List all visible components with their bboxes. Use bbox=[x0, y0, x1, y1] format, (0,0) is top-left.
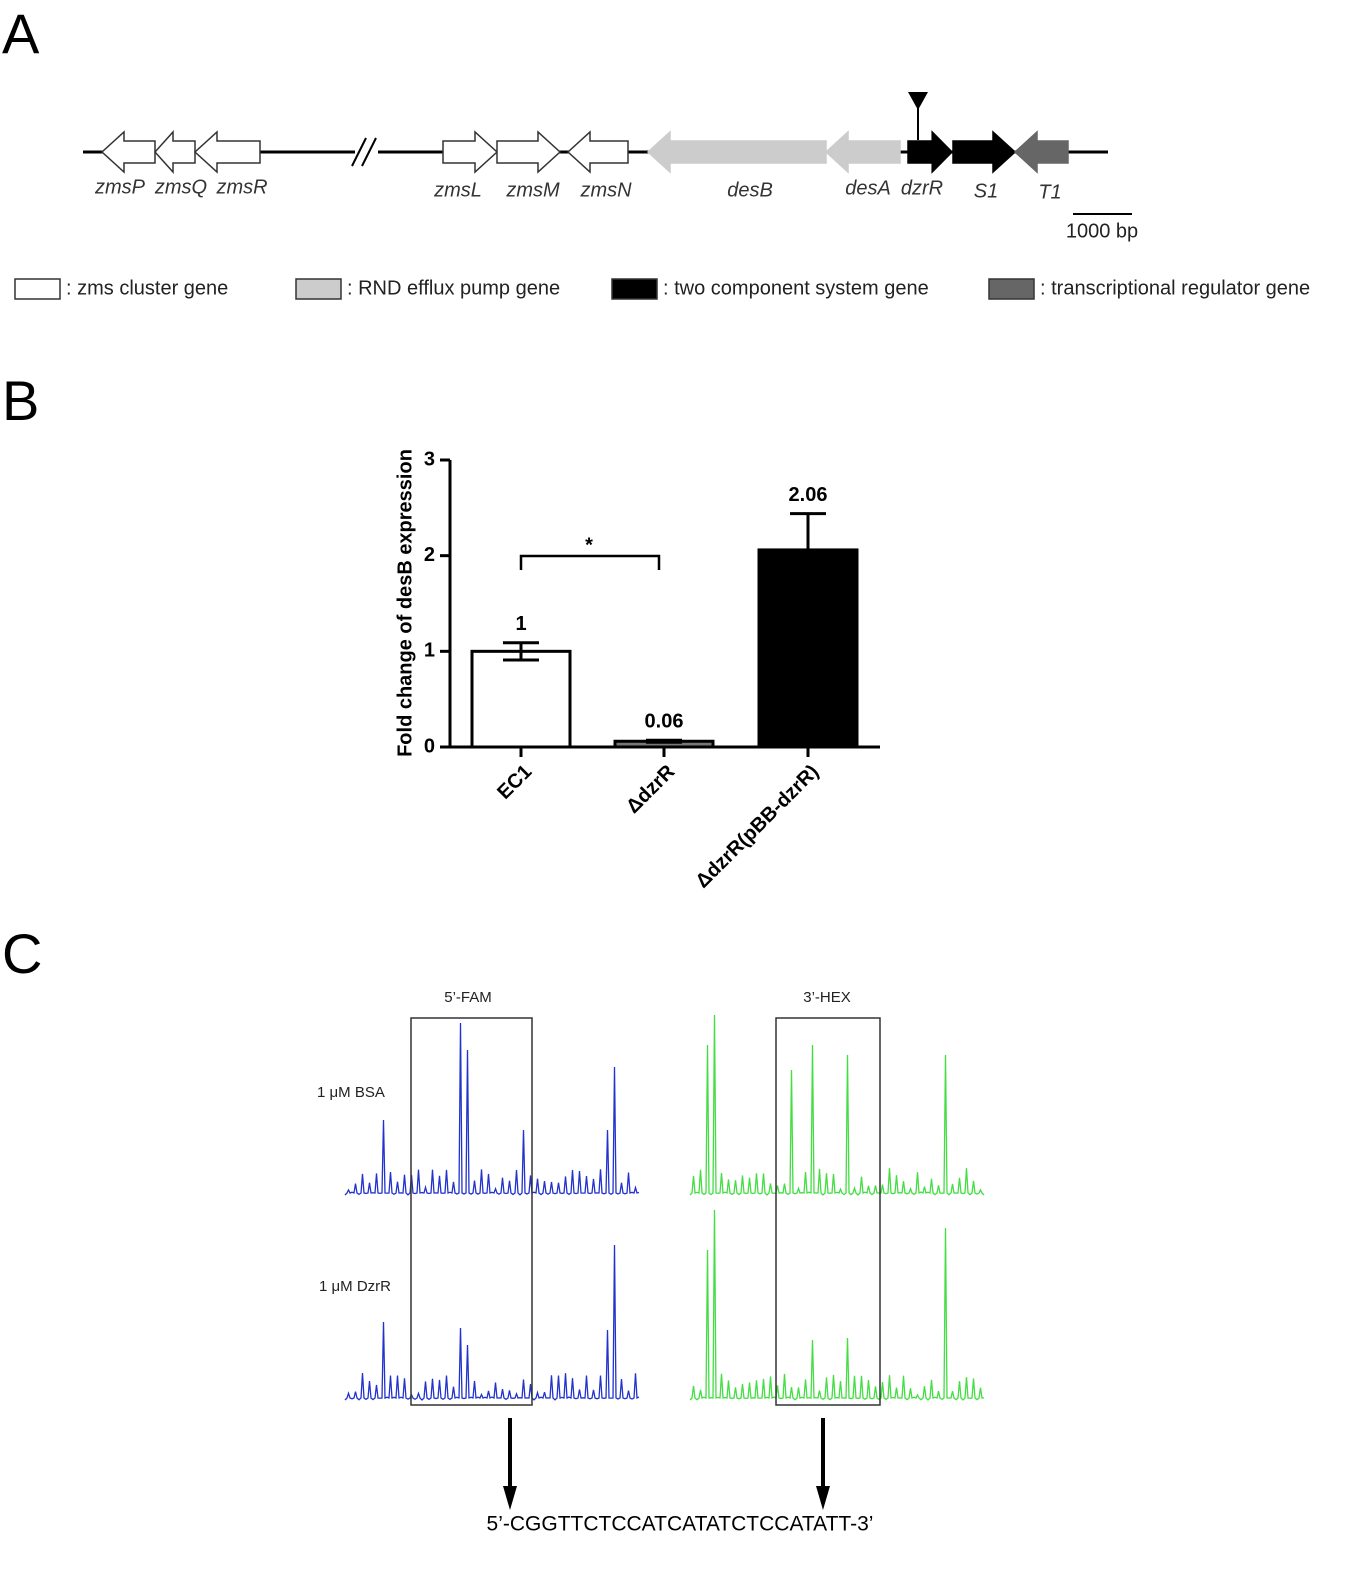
trace bbox=[689, 1014, 985, 1196]
legend-swatch bbox=[295, 278, 342, 300]
condition-label: 1 μM BSA bbox=[317, 1084, 385, 1101]
probe-label: 3’-HEX bbox=[803, 989, 851, 1006]
gene-arrow bbox=[193, 130, 261, 174]
gene-arrow bbox=[824, 130, 901, 174]
region-box bbox=[410, 1017, 533, 1406]
condition-label: 1 μM DzrR bbox=[319, 1278, 391, 1295]
y-tick-label: 1 bbox=[424, 640, 435, 662]
gene-label: T1 bbox=[1038, 181, 1061, 203]
y-tick-label: 2 bbox=[424, 544, 435, 566]
legend-swatch bbox=[14, 278, 61, 300]
trace bbox=[689, 1209, 985, 1401]
significance-bracket bbox=[519, 554, 661, 570]
legend-swatch bbox=[988, 278, 1035, 300]
break-mark bbox=[351, 137, 367, 167]
gene-arrow bbox=[153, 130, 196, 174]
trace bbox=[344, 1244, 640, 1401]
gene-label: desB bbox=[727, 179, 773, 201]
gene-arrow bbox=[1013, 130, 1069, 174]
panel-label: B bbox=[2, 369, 39, 432]
gene-label: zmsR bbox=[215, 176, 267, 198]
gene-label: zmsL bbox=[433, 179, 482, 201]
sequence: 5’-CGGTTCTCCATCATATCTCCATATT-3’ bbox=[487, 1513, 874, 1536]
error-bar bbox=[646, 738, 682, 744]
probe-label: 5’-FAM bbox=[444, 989, 492, 1006]
gene-arrow bbox=[442, 130, 499, 174]
gene-arrow bbox=[907, 130, 954, 174]
panel-label: C bbox=[2, 922, 42, 985]
gene-label: zmsP bbox=[94, 176, 146, 198]
gene-label: zmsN bbox=[579, 179, 632, 201]
region-box bbox=[775, 1017, 881, 1406]
x-tick-label: ΔdzrR(pBB-dzrR) bbox=[691, 761, 823, 893]
terminator bbox=[908, 92, 928, 110]
break-mark bbox=[361, 137, 377, 167]
y-axis-label: Fold change of desB expression bbox=[394, 449, 416, 757]
y-tick-label: 0 bbox=[424, 735, 435, 757]
scale-label: 1000 bp bbox=[1066, 220, 1138, 242]
gene-label: S1 bbox=[974, 180, 998, 202]
value-label: 1 bbox=[515, 613, 526, 635]
arrow-head bbox=[503, 1486, 517, 1510]
error-bar bbox=[503, 641, 539, 662]
gene-arrow bbox=[646, 130, 827, 174]
y-tick-label: 3 bbox=[424, 448, 435, 470]
gene-arrow bbox=[100, 130, 156, 174]
bar bbox=[470, 649, 572, 749]
gene-arrow bbox=[952, 130, 1017, 174]
gene-arrow bbox=[496, 130, 562, 174]
gene-label: zmsM bbox=[505, 179, 560, 201]
gene-arrow bbox=[566, 130, 629, 174]
x-tick-label: EC1 bbox=[493, 761, 536, 804]
arrow-head bbox=[816, 1486, 830, 1510]
x-tick-label: ΔdzrR bbox=[622, 760, 680, 818]
trace bbox=[344, 1022, 640, 1196]
gene-label: dzrR bbox=[901, 177, 943, 199]
error-bar bbox=[790, 512, 826, 588]
value-label: 0.06 bbox=[645, 711, 684, 733]
legend-label: : RND efflux pump gene bbox=[347, 277, 560, 299]
gene-label: desA bbox=[845, 177, 891, 199]
legend-label: : transcriptional regulator gene bbox=[1040, 277, 1310, 299]
legend-swatch bbox=[611, 278, 658, 300]
panel-label: A bbox=[2, 2, 40, 65]
legend-label: : two component system gene bbox=[663, 277, 929, 299]
legend-label: : zms cluster gene bbox=[66, 277, 228, 299]
significance-label: * bbox=[585, 534, 593, 556]
gene-label: zmsQ bbox=[154, 176, 207, 198]
value-label: 2.06 bbox=[789, 484, 828, 506]
